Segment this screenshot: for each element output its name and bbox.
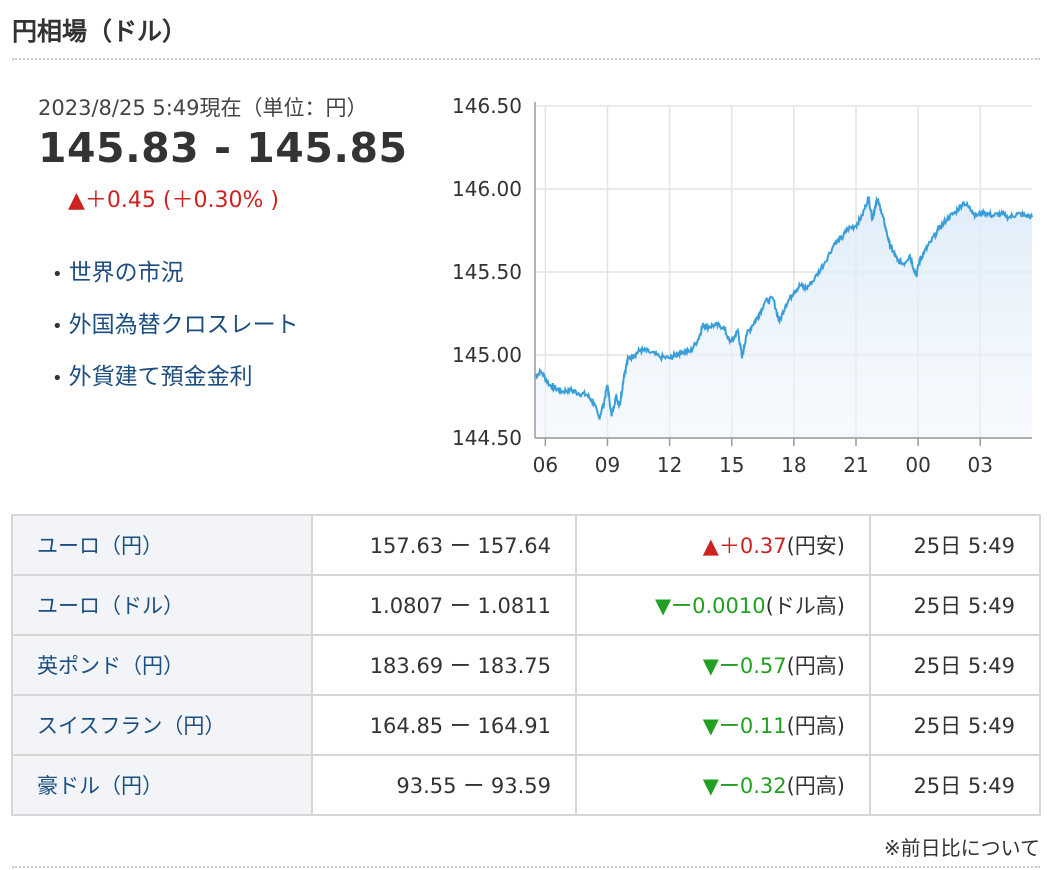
change-value: ー0.32 <box>718 774 787 798</box>
currency-name-label[interactable]: ユーロ（ドル） <box>37 594 184 618</box>
x-tick-label: 09 <box>595 453 620 477</box>
change-suffix: (円高) <box>786 714 845 738</box>
change-suffix: (円安) <box>786 534 845 558</box>
x-tick-label: 12 <box>657 453 682 477</box>
currency-name-label[interactable]: ユーロ（円） <box>37 534 163 558</box>
table-row: 豪ドル（円） 93.55 ー 93.59 ▼ー0.32(円高) 25日 5:49 <box>11 754 1041 816</box>
currency-name[interactable]: 豪ドル（円） <box>11 754 313 816</box>
currency-change: ▲＋0.37(円安) <box>575 514 871 576</box>
x-tick-label: 15 <box>719 453 744 477</box>
y-tick-label: 146.50 <box>452 94 522 118</box>
usd-jpy-intraday-chart: 146.50 146.00 145.50 145.00 144.50 06 09 12 15 1… <box>452 94 1033 477</box>
y-tick-label: 145.50 <box>452 260 522 284</box>
bottom-divider <box>12 866 1040 868</box>
table-row: 英ポンド（円） 183.69 ー 183.75 ▼ー0.57(円高) 25日 5… <box>11 634 1041 696</box>
link-world-markets-label[interactable]: 世界の市況 <box>68 260 184 286</box>
link-cross-rates[interactable]: • 外国為替クロスレート <box>52 308 299 360</box>
chart-line <box>534 196 1033 420</box>
x-tick-label: 06 <box>533 453 558 477</box>
change-suffix: (円高) <box>786 774 845 798</box>
prev-day-comparison-note[interactable]: ※前日比について <box>883 836 1040 860</box>
x-tick-label: 18 <box>781 453 806 477</box>
currency-change: ▼ー0.32(円高) <box>575 754 871 816</box>
change-arrow: ▼ <box>702 654 719 678</box>
currency-name-label[interactable]: 豪ドル（円） <box>37 774 163 798</box>
currency-quote: 93.55 ー 93.59 <box>311 754 577 816</box>
section-title: 円相場（ドル） <box>12 17 188 46</box>
bullet-icon: • <box>52 264 63 285</box>
change-value: ー0.11 <box>718 714 787 738</box>
change-suffix: (ドル高) <box>765 594 845 618</box>
currency-change: ▼ー0.0010(ドル高) <box>575 574 871 636</box>
y-tick-label: 145.00 <box>452 343 522 367</box>
change-arrow: ▲ <box>702 534 719 558</box>
currency-quote: 164.85 ー 164.91 <box>311 694 577 756</box>
currency-quote: 1.0807 ー 1.0811 <box>311 574 577 636</box>
currency-time: 25日 5:49 <box>869 514 1041 576</box>
currency-name[interactable]: 英ポンド（円） <box>11 634 313 696</box>
x-tick-label: 00 <box>905 453 930 477</box>
y-tick-label: 146.00 <box>452 177 522 201</box>
as-of-timestamp: 2023/8/25 5:49現在（単位：円） <box>38 96 368 120</box>
link-deposit-rates-label[interactable]: 外貨建て預金金利 <box>68 364 253 390</box>
currency-quote: 157.63 ー 157.64 <box>311 514 577 576</box>
change-suffix: (円高) <box>786 654 845 678</box>
currency-change: ▼ー0.57(円高) <box>575 634 871 696</box>
currency-name-label[interactable]: 英ポンド（円） <box>37 654 184 678</box>
currency-time: 25日 5:49 <box>869 634 1041 696</box>
chart-area <box>535 197 1032 438</box>
table-row: ユーロ（円） 157.63 ー 157.64 ▲＋0.37(円安) 25日 5:… <box>11 514 1041 576</box>
link-cross-rates-label[interactable]: 外国為替クロスレート <box>68 312 299 338</box>
bullet-icon: • <box>52 316 63 337</box>
currency-name[interactable]: スイスフラン（円） <box>11 694 313 756</box>
change-value: ＋0.37 <box>718 534 787 558</box>
link-world-markets[interactable]: • 世界の市況 <box>52 256 299 308</box>
currency-rates-table: ユーロ（円） 157.63 ー 157.64 ▲＋0.37(円安) 25日 5:… <box>11 514 1041 816</box>
currency-quote: 183.69 ー 183.75 <box>311 634 577 696</box>
y-tick-label: 144.50 <box>452 426 522 450</box>
link-deposit-rates[interactable]: • 外貨建て預金金利 <box>52 360 299 412</box>
currency-name[interactable]: ユーロ（円） <box>11 514 313 576</box>
currency-time: 25日 5:49 <box>869 754 1041 816</box>
change-value: ー0.0010 <box>671 594 766 618</box>
change-value: ー0.57 <box>718 654 787 678</box>
currency-name[interactable]: ユーロ（ドル） <box>11 574 313 636</box>
currency-time: 25日 5:49 <box>869 574 1041 636</box>
currency-change: ▼ー0.11(円高) <box>575 694 871 756</box>
change-arrow: ▼ <box>702 714 719 738</box>
table-row: ユーロ（ドル） 1.0807 ー 1.0811 ▼ー0.0010(ドル高) 25… <box>11 574 1041 636</box>
currency-time: 25日 5:49 <box>869 694 1041 756</box>
change-arrow: ▼ <box>654 594 672 618</box>
table-row: スイスフラン（円） 164.85 ー 164.91 ▼ー0.11(円高) 25日… <box>11 694 1041 756</box>
title-divider <box>12 58 1040 60</box>
usd-jpy-rate: 145.83 - 145.85 <box>38 124 408 172</box>
x-tick-label: 03 <box>968 453 993 477</box>
change-arrow: ▼ <box>702 774 719 798</box>
related-links: • 世界の市況 • 外国為替クロスレート • 外貨建て預金金利 <box>52 256 299 412</box>
x-tick-label: 21 <box>843 453 868 477</box>
bullet-icon: • <box>52 368 63 389</box>
currency-name-label[interactable]: スイスフラン（円） <box>37 714 226 738</box>
rate-change: ▲＋0.45 (＋0.30% ) <box>68 188 279 213</box>
